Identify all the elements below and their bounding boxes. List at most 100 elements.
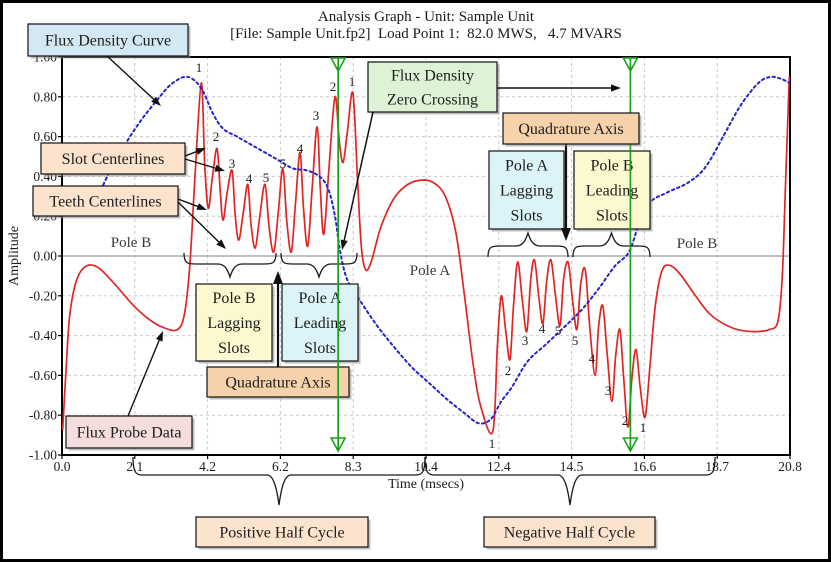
x-tick-label: 6.2 [272, 459, 289, 474]
pole-b-leading-slots-label-text: Leading [586, 183, 638, 200]
slot-number-negative: 1 [640, 420, 647, 435]
negative-half-cycle-label-text: Negative Half Cycle [504, 525, 636, 542]
flux-density-curve-arrow-head [151, 96, 161, 106]
flux-zero-crossing-marker-bottom [329, 437, 347, 453]
pole-a-leading-slots-label [281, 283, 359, 362]
positive-half-cycle-label-text: Positive Half Cycle [219, 525, 344, 542]
quadrature-axis-top-label [502, 112, 640, 145]
slot-number-negative: 4 [589, 351, 596, 366]
slot-number-positive: 4 [246, 171, 253, 186]
y-tick-label: -0.60 [29, 368, 57, 383]
y-tick-label: -1.00 [29, 448, 57, 463]
slot-centerlines-arrow-1-head [195, 148, 206, 155]
quadrature-axis-bottom-label [206, 366, 350, 398]
zero-crossing-arrow-left [343, 111, 374, 241]
slot-centerlines-label-text: Slot Centerlines [62, 151, 165, 168]
slot-number-negative: 5 [572, 333, 579, 348]
quadrature-axis-bottom-label-text: Quadrature Axis [225, 375, 330, 392]
slot-number-positive: 3 [229, 156, 236, 171]
pole-a-label: Pole A [410, 263, 451, 279]
pole-b-right-label: Pole B [677, 236, 717, 252]
positive-half-cycle-label [195, 516, 369, 548]
flux-probe-data-curve [61, 76, 791, 435]
chart-subtitle: [File: Sample Unit.fp2] Load Point 1: 82… [230, 26, 622, 42]
pole-a-lagging-slots-label-text: Pole A [505, 158, 549, 175]
slot-number-positive: 1 [349, 74, 356, 89]
pole-b-left-label: Pole B [111, 235, 151, 251]
teeth-centerlines-arrow-1-head [196, 203, 207, 210]
brace-negative-half-cycle [424, 456, 716, 506]
y-tick-label: 0.80 [33, 89, 57, 104]
slot-number-negative: 1 [489, 436, 496, 451]
flux-density-zero-crossing-label-text: Flux Density [391, 68, 474, 85]
slot-centerlines-arrow-2 [184, 158, 216, 169]
teeth-centerlines-label-text: Teeth Centerlines [49, 194, 161, 211]
x-axis-title: Time (msecs) [388, 477, 464, 492]
flux-probe-data-arrow [127, 339, 160, 417]
slot-number-negative: 3 [605, 383, 612, 398]
pole-a-leading-slots-label-text: Slots [304, 340, 336, 357]
flux-zero-crossing-marker-bottom [622, 437, 639, 453]
brace-pole-b-lagging-slots [183, 252, 277, 280]
brace-positive-half-cycle [132, 456, 426, 506]
slot-number-negative: 2 [622, 413, 629, 428]
y-tick-label: -0.20 [29, 288, 57, 303]
slot-number-negative: 3 [522, 333, 529, 348]
slot-number-negative: 5 [555, 323, 562, 338]
flux-density-curve [95, 75, 791, 425]
x-tick-label: 4.2 [199, 459, 216, 474]
x-tick-label: 8.3 [345, 459, 362, 474]
zero-crossing-arrow-right-head [611, 84, 621, 92]
slot-centerlines-label [40, 142, 186, 175]
zero-crossing-arrow-left-head [340, 239, 348, 250]
flux-density-zero-crossing-label [367, 61, 498, 113]
quadrature-top-arrow-head [561, 228, 571, 241]
teeth-centerlines-label [32, 185, 179, 217]
flux-density-zero-crossing-label-text: Zero Crossing [387, 92, 478, 109]
slot-number-positive: 5 [280, 156, 287, 171]
pole-b-leading-slots-label-text: Slots [596, 208, 628, 225]
pole-b-leading-slots-label-text: Pole B [590, 158, 633, 175]
x-tick-label: 18.7 [705, 459, 729, 474]
slot-number-positive: 2 [213, 129, 220, 144]
x-tick-label: 14.5 [560, 459, 584, 474]
slot-number-positive: 5 [263, 170, 270, 185]
y-axis-title: Amplitude [7, 226, 22, 286]
pole-b-lagging-slots-label-text: Pole B [212, 290, 255, 307]
slot-number-positive: 3 [313, 108, 320, 123]
slot-number-positive: 2 [330, 79, 337, 94]
flux-density-curve-label-text: Flux Density Curve [45, 33, 171, 50]
x-tick-label: 12.4 [487, 459, 511, 474]
quadrature-axis-top-label-text: Quadrature Axis [518, 121, 623, 138]
chart-title: Analysis Graph - Unit: Sample Unit [318, 9, 535, 25]
y-tick-label: 0.60 [33, 129, 57, 144]
pole-a-lagging-slots-label [488, 150, 565, 230]
brace-pole-a-lagging-slots [487, 230, 569, 258]
y-tick-label: -0.80 [29, 408, 57, 423]
pole-b-lagging-slots-label [195, 283, 273, 362]
slot-centerlines-arrow-1 [184, 150, 197, 157]
pole-b-lagging-slots-label-text: Slots [218, 340, 250, 357]
x-tick-label: 16.6 [633, 459, 657, 474]
x-tick-label: 20.8 [778, 459, 802, 474]
x-tick-label: 2.1 [126, 459, 143, 474]
slot-centerlines-arrow-2-head [214, 164, 225, 172]
pole-a-lagging-slots-label-text: Slots [510, 208, 542, 225]
negative-half-cycle-label [483, 516, 656, 548]
flux-probe-data-label-text: Flux Probe Data [77, 425, 182, 442]
x-tick-label: 0.0 [54, 459, 71, 474]
brace-pole-a-leading-slots [280, 252, 358, 280]
brace-pole-b-leading-slots [572, 230, 651, 258]
y-tick-label: -0.40 [29, 328, 57, 343]
flux-zero-crossing-marker-top [329, 57, 347, 73]
pole-b-leading-slots-label [573, 150, 651, 230]
flux-zero-crossing-marker-top [622, 57, 639, 73]
flux-density-curve-label [27, 23, 189, 57]
flux-probe-data-label [65, 415, 193, 449]
pole-a-lagging-slots-label-text: Lagging [500, 183, 553, 200]
quadrature-bottom-arrow-head [273, 271, 283, 284]
flux-probe-data-arrow-head [155, 331, 163, 342]
